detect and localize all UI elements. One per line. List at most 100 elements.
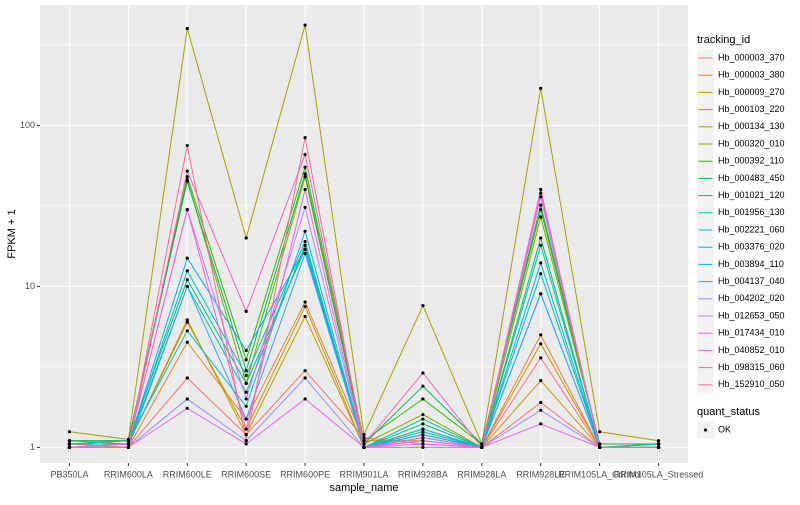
- data-point: [185, 169, 189, 173]
- data-point: [539, 333, 543, 337]
- data-point: [303, 239, 307, 244]
- data-point: [185, 143, 189, 148]
- data-point: [480, 442, 484, 446]
- legend-label: Hb_000320_010: [718, 138, 785, 148]
- legend-label: Hb_002221_060: [718, 224, 785, 234]
- legend-label: Hb_000392_110: [718, 156, 784, 166]
- x-tick-label: RRIM928LA: [457, 469, 506, 479]
- legend-label: Hb_003376_020: [718, 242, 785, 252]
- data-point: [539, 195, 543, 199]
- data-point: [421, 430, 425, 434]
- data-point: [598, 442, 602, 446]
- legend-label: Hb_017434_010: [718, 328, 785, 338]
- data-point: [539, 272, 543, 276]
- data-point: [539, 236, 543, 240]
- data-point: [656, 442, 661, 446]
- data-point: [303, 368, 307, 373]
- data-point: [67, 445, 72, 449]
- data-point: [185, 179, 189, 183]
- data-point: [67, 430, 72, 434]
- data-point: [126, 442, 130, 446]
- data-point: [185, 320, 189, 324]
- data-point: [126, 439, 130, 443]
- x-axis-title: sample_name: [329, 482, 398, 494]
- grid: [40, 5, 688, 463]
- data-point: [421, 384, 425, 388]
- data-point: [480, 445, 484, 449]
- y-tick-label: 1: [30, 442, 35, 452]
- x-tick-label: PB350LA: [50, 469, 88, 479]
- data-point: [67, 439, 72, 443]
- data-point: [303, 172, 307, 176]
- data-point: [421, 422, 425, 426]
- data-point: [421, 436, 425, 440]
- data-point: [126, 445, 130, 449]
- data-point: [421, 445, 425, 449]
- data-point: [421, 371, 425, 375]
- legend-label: Hb_000103_220: [718, 104, 785, 114]
- data-point: [539, 203, 543, 207]
- legend-label: OK: [718, 424, 731, 434]
- data-point: [598, 430, 602, 434]
- legend-label: Hb_000003_370: [718, 52, 785, 62]
- data-point: [185, 256, 189, 260]
- data-point: [539, 243, 543, 247]
- points: [67, 23, 661, 449]
- data-point: [67, 442, 72, 446]
- data-point: [421, 439, 425, 443]
- data-point: [244, 348, 248, 353]
- data-point: [244, 309, 248, 313]
- data-point: [185, 318, 189, 322]
- data-point: [303, 165, 307, 169]
- data-point: [421, 442, 425, 446]
- legend-label: Hb_004202_020: [718, 293, 785, 303]
- data-point: [244, 368, 248, 373]
- data-point: [539, 215, 543, 219]
- data-point: [185, 340, 189, 344]
- data-point: [656, 439, 661, 443]
- data-point: [185, 284, 189, 289]
- legend-label: Hb_012653_050: [718, 310, 785, 320]
- y-tick-label: 10: [25, 281, 35, 291]
- data-point: [362, 439, 366, 443]
- data-point: [539, 261, 543, 265]
- data-point: [303, 251, 307, 256]
- data-point: [421, 304, 425, 308]
- data-point: [303, 187, 307, 192]
- data-point: [539, 292, 543, 296]
- data-point: [244, 358, 248, 362]
- x-tick-label: RRIM600PE: [280, 469, 330, 479]
- data-point: [244, 442, 248, 446]
- data-point: [244, 381, 248, 385]
- data-point: [421, 433, 425, 437]
- legend-label: Hb_003894_110: [718, 259, 784, 269]
- data-point: [421, 397, 425, 401]
- data-point: [421, 412, 425, 417]
- data-point: [539, 378, 543, 383]
- legend-label: Hb_001956_130: [718, 207, 785, 217]
- legend-label: Hb_001021_120: [718, 190, 785, 200]
- data-point: [539, 208, 543, 212]
- legend-label: Hb_152910_050: [718, 379, 785, 389]
- data-point: [303, 152, 307, 157]
- data-point: [244, 373, 248, 378]
- data-point: [362, 436, 366, 440]
- legend-title: tracking_id: [697, 34, 750, 46]
- x-tick-label: RRIM105LA_Control: [558, 469, 641, 479]
- data-point: [244, 427, 248, 431]
- data-point: [244, 404, 248, 408]
- data-point: [185, 26, 189, 31]
- data-point: [421, 427, 425, 431]
- data-point: [362, 433, 366, 437]
- legend-swatch: [703, 428, 708, 432]
- legend-label: Hb_000134_130: [718, 121, 785, 131]
- data-point: [303, 229, 307, 233]
- data-point: [185, 278, 189, 282]
- legend-label: Hb_000009_270: [718, 87, 785, 97]
- x-tick-label: RRIM105LA_Stressed: [614, 469, 704, 479]
- data-point: [598, 445, 602, 449]
- data-point: [303, 397, 307, 401]
- data-point: [303, 376, 307, 380]
- data-point: [303, 304, 307, 309]
